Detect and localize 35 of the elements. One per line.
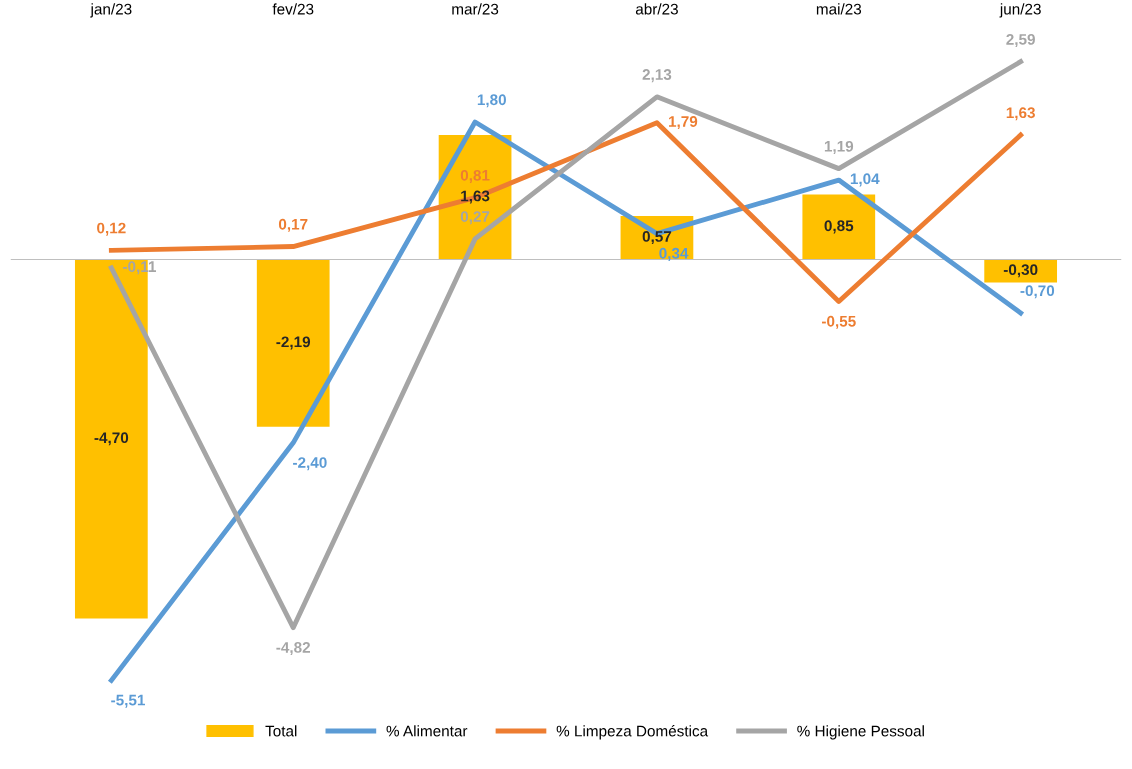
data-label: -0,70 [1020,285,1055,299]
data-label: -4,82 [276,641,311,656]
bar [256,259,330,427]
data-label: -0,55 [821,315,856,329]
x-tick-label: abr/23 [635,3,678,15]
data-label: 1,19 [824,140,854,154]
data-label: 2,59 [1006,33,1035,47]
data-label: 1,63 [1006,107,1035,121]
data-label: 0,81 [460,169,490,183]
x-tick-label: fev/23 [272,3,314,15]
x-tick-label: jun/23 [999,3,1041,18]
data-label: -5,51 [111,694,145,708]
data-label: -4,70 [94,432,129,446]
legend-label: % Alimentar [386,725,468,737]
data-label: 1,04 [850,173,880,187]
legend-label: % Higiene Pessoal [797,725,924,740]
data-label: 0,57 [642,231,672,245]
data-label: 0,85 [824,220,854,234]
data-label: -0,30 [1003,264,1038,278]
data-label: 0,27 [460,211,490,225]
x-tick-label: mai/23 [816,3,862,15]
data-label: 0,17 [278,218,308,232]
x-tick-label: mar/23 [452,3,499,15]
data-label: -2,19 [276,336,311,350]
bar [802,194,876,260]
data-label: 0,12 [97,222,126,236]
legend-label: Total [265,725,297,737]
data-label: 1,63 [461,190,490,204]
data-label: 1,79 [669,116,698,130]
legend-label: % Limpeza Doméstica [556,725,709,740]
data-label: 2,13 [642,69,672,83]
x-tick-label: jan/23 [90,3,132,18]
data-label: 1,80 [477,94,506,108]
data-label: -2,40 [293,457,327,471]
data-label: 0,34 [659,247,689,261]
